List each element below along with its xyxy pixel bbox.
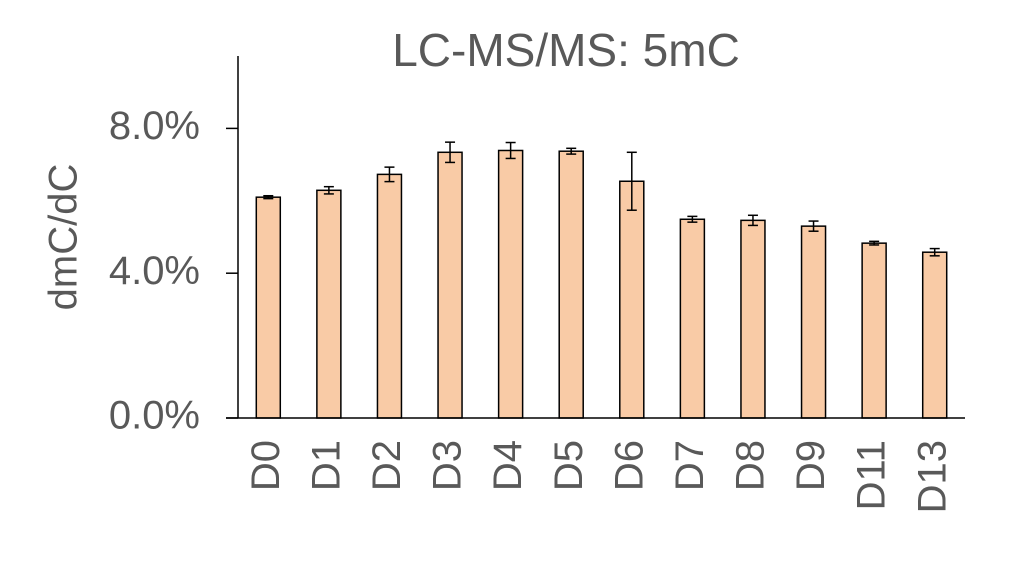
y-tick-label: 4.0%: [109, 249, 200, 293]
bar: [558, 150, 584, 419]
x-tick-label: D11: [850, 440, 894, 510]
bar: [679, 218, 706, 419]
bar: [255, 196, 282, 419]
x-tick-label: D0: [244, 440, 288, 491]
x-tick-label: D5: [547, 440, 591, 491]
bar: [861, 242, 887, 419]
x-tick-label: D13: [910, 440, 954, 513]
x-tick-label: D1: [304, 440, 348, 491]
error-bar: [869, 240, 880, 246]
bar: [800, 225, 827, 419]
chart-title: LC-MS/MS: 5mC: [392, 24, 740, 76]
x-tick-label: D9: [789, 440, 833, 491]
error-bar: [505, 141, 516, 160]
x-tick-label: D2: [365, 440, 409, 491]
x-tick-label: D3: [426, 440, 470, 491]
bar: [619, 180, 645, 419]
error-bar: [687, 215, 698, 223]
bar: [740, 219, 766, 419]
x-tick-label: D6: [607, 440, 651, 491]
error-bar: [747, 214, 758, 227]
x-tick-label: D8: [729, 440, 773, 491]
error-bar: [445, 141, 456, 164]
bar: [437, 151, 463, 419]
x-tick-label: D7: [668, 440, 712, 491]
bar: [376, 173, 403, 419]
error-bar: [808, 220, 819, 232]
y-axis-label: dmC/dC: [42, 164, 86, 311]
error-bar: [323, 185, 334, 195]
error-bar: [929, 247, 940, 257]
bar: [316, 189, 342, 419]
error-bar: [384, 166, 395, 183]
x-tick-label: D4: [486, 440, 530, 491]
error-bar: [626, 151, 637, 211]
error-bar: [263, 194, 274, 200]
bar: [921, 251, 948, 419]
error-bar: [566, 147, 577, 155]
bar: [497, 149, 524, 419]
y-tick-label: 0.0%: [109, 394, 200, 438]
y-tick-label: 8.0%: [109, 104, 200, 148]
